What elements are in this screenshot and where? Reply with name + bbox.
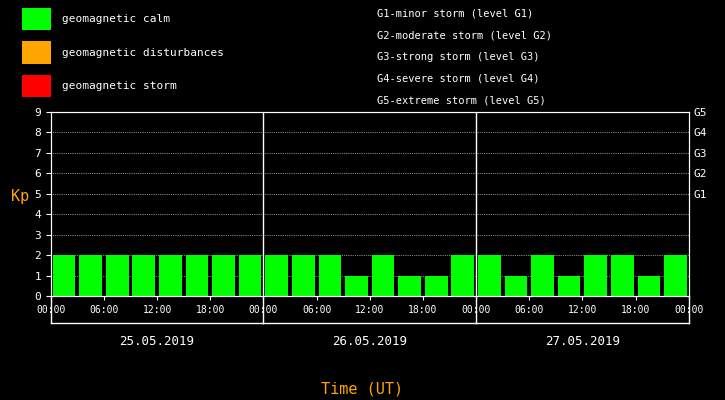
Bar: [452, 255, 474, 296]
Bar: [22, 8, 51, 30]
Bar: [664, 255, 687, 296]
Bar: [265, 255, 288, 296]
Bar: [239, 255, 262, 296]
Bar: [372, 255, 394, 296]
Bar: [22, 75, 51, 98]
Bar: [478, 255, 501, 296]
Bar: [212, 255, 235, 296]
Y-axis label: Kp: Kp: [12, 189, 30, 204]
Bar: [425, 276, 447, 296]
Bar: [22, 42, 51, 64]
Text: 25.05.2019: 25.05.2019: [120, 335, 194, 348]
Bar: [159, 255, 182, 296]
Bar: [318, 255, 341, 296]
Text: G4-severe storm (level G4): G4-severe storm (level G4): [377, 74, 539, 84]
Bar: [53, 255, 75, 296]
Text: geomagnetic calm: geomagnetic calm: [62, 14, 170, 24]
Bar: [584, 255, 607, 296]
Bar: [292, 255, 315, 296]
Text: geomagnetic storm: geomagnetic storm: [62, 81, 176, 91]
Bar: [133, 255, 155, 296]
Bar: [345, 276, 368, 296]
Bar: [398, 276, 421, 296]
Bar: [531, 255, 554, 296]
Bar: [505, 276, 527, 296]
Text: G5-extreme storm (level G5): G5-extreme storm (level G5): [377, 96, 546, 106]
Bar: [186, 255, 208, 296]
Text: G1-minor storm (level G1): G1-minor storm (level G1): [377, 8, 534, 18]
Bar: [637, 276, 660, 296]
Text: Time (UT): Time (UT): [321, 381, 404, 396]
Text: 26.05.2019: 26.05.2019: [332, 335, 407, 348]
Bar: [611, 255, 634, 296]
Bar: [79, 255, 102, 296]
Bar: [558, 276, 581, 296]
Text: G3-strong storm (level G3): G3-strong storm (level G3): [377, 52, 539, 62]
Text: 27.05.2019: 27.05.2019: [545, 335, 620, 348]
Bar: [106, 255, 128, 296]
Text: geomagnetic disturbances: geomagnetic disturbances: [62, 48, 223, 58]
Text: G2-moderate storm (level G2): G2-moderate storm (level G2): [377, 30, 552, 40]
